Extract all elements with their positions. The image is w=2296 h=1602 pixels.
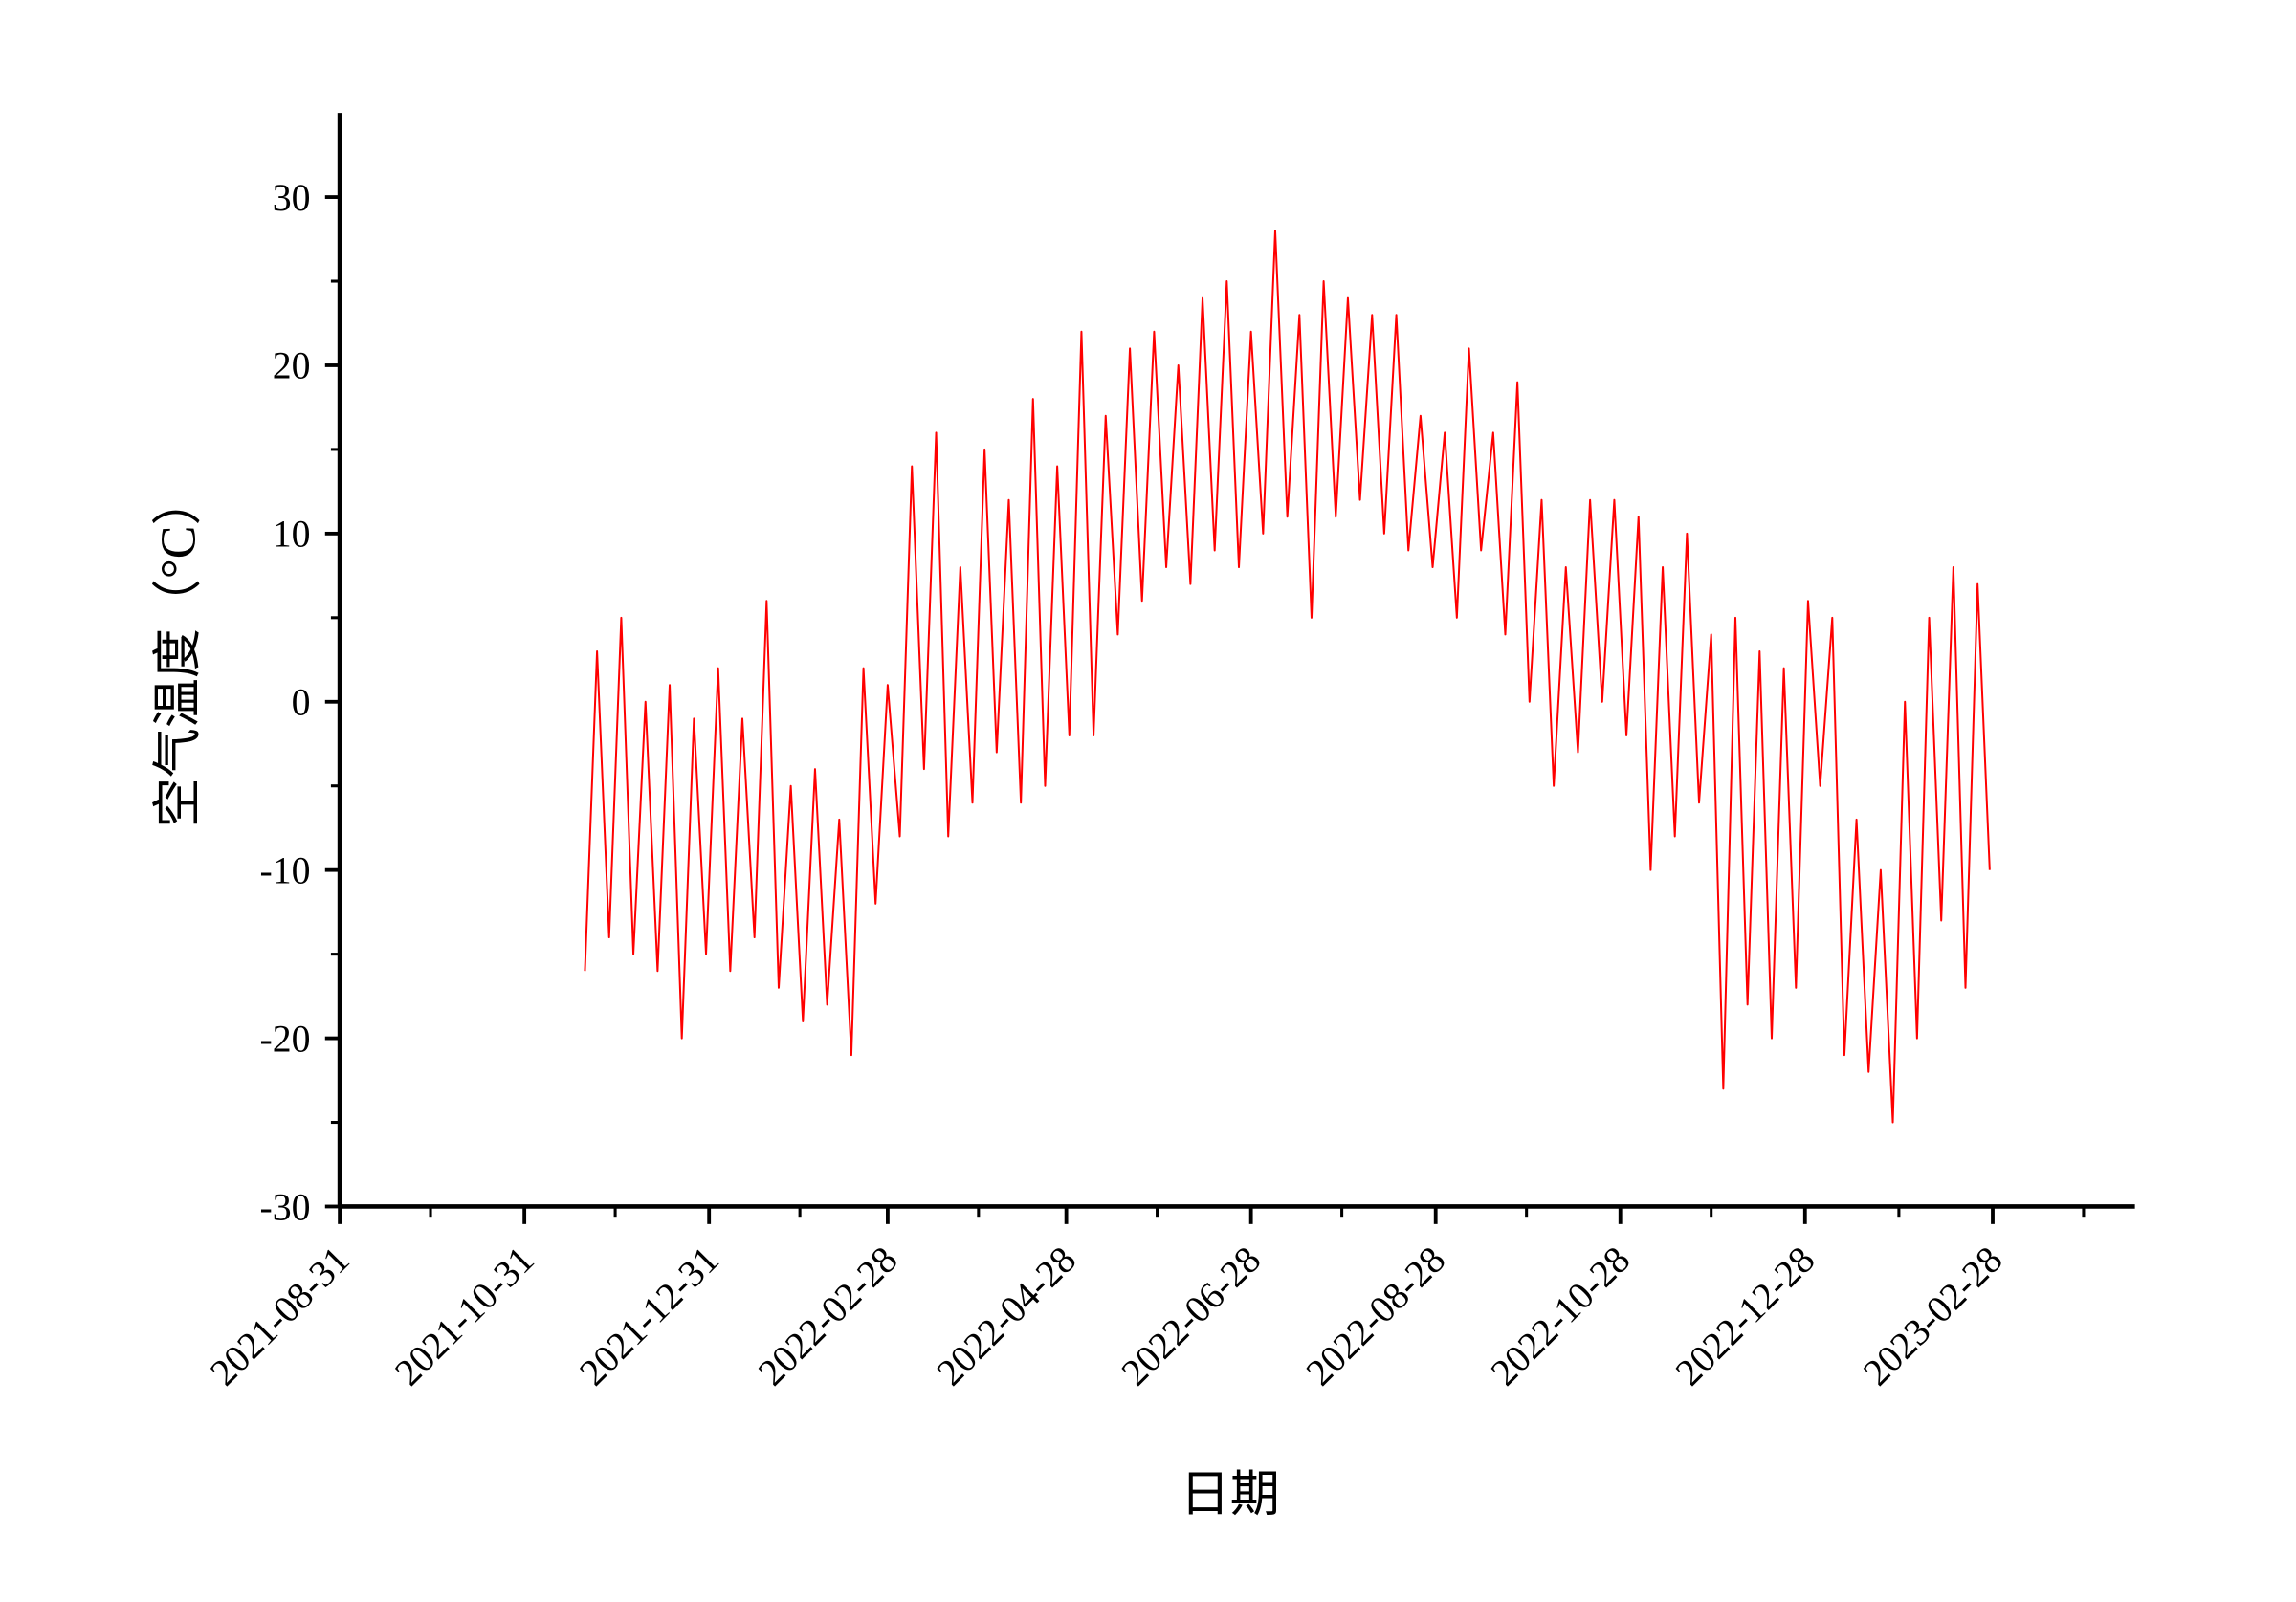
y-tick-label: -10 <box>259 849 310 891</box>
y-tick-label: -30 <box>259 1186 310 1228</box>
data-line <box>584 230 1991 1124</box>
y-tick-label: 10 <box>273 514 311 556</box>
x-axis-title: 日期 <box>1181 1468 1280 1523</box>
y-axis-title: 空气温度（°C） <box>152 476 207 828</box>
y-tick-label: 0 <box>292 682 311 724</box>
y-tick-label: 30 <box>273 177 311 219</box>
y-tick-label: 20 <box>273 345 311 387</box>
y-tick-label: -20 <box>259 1018 310 1060</box>
